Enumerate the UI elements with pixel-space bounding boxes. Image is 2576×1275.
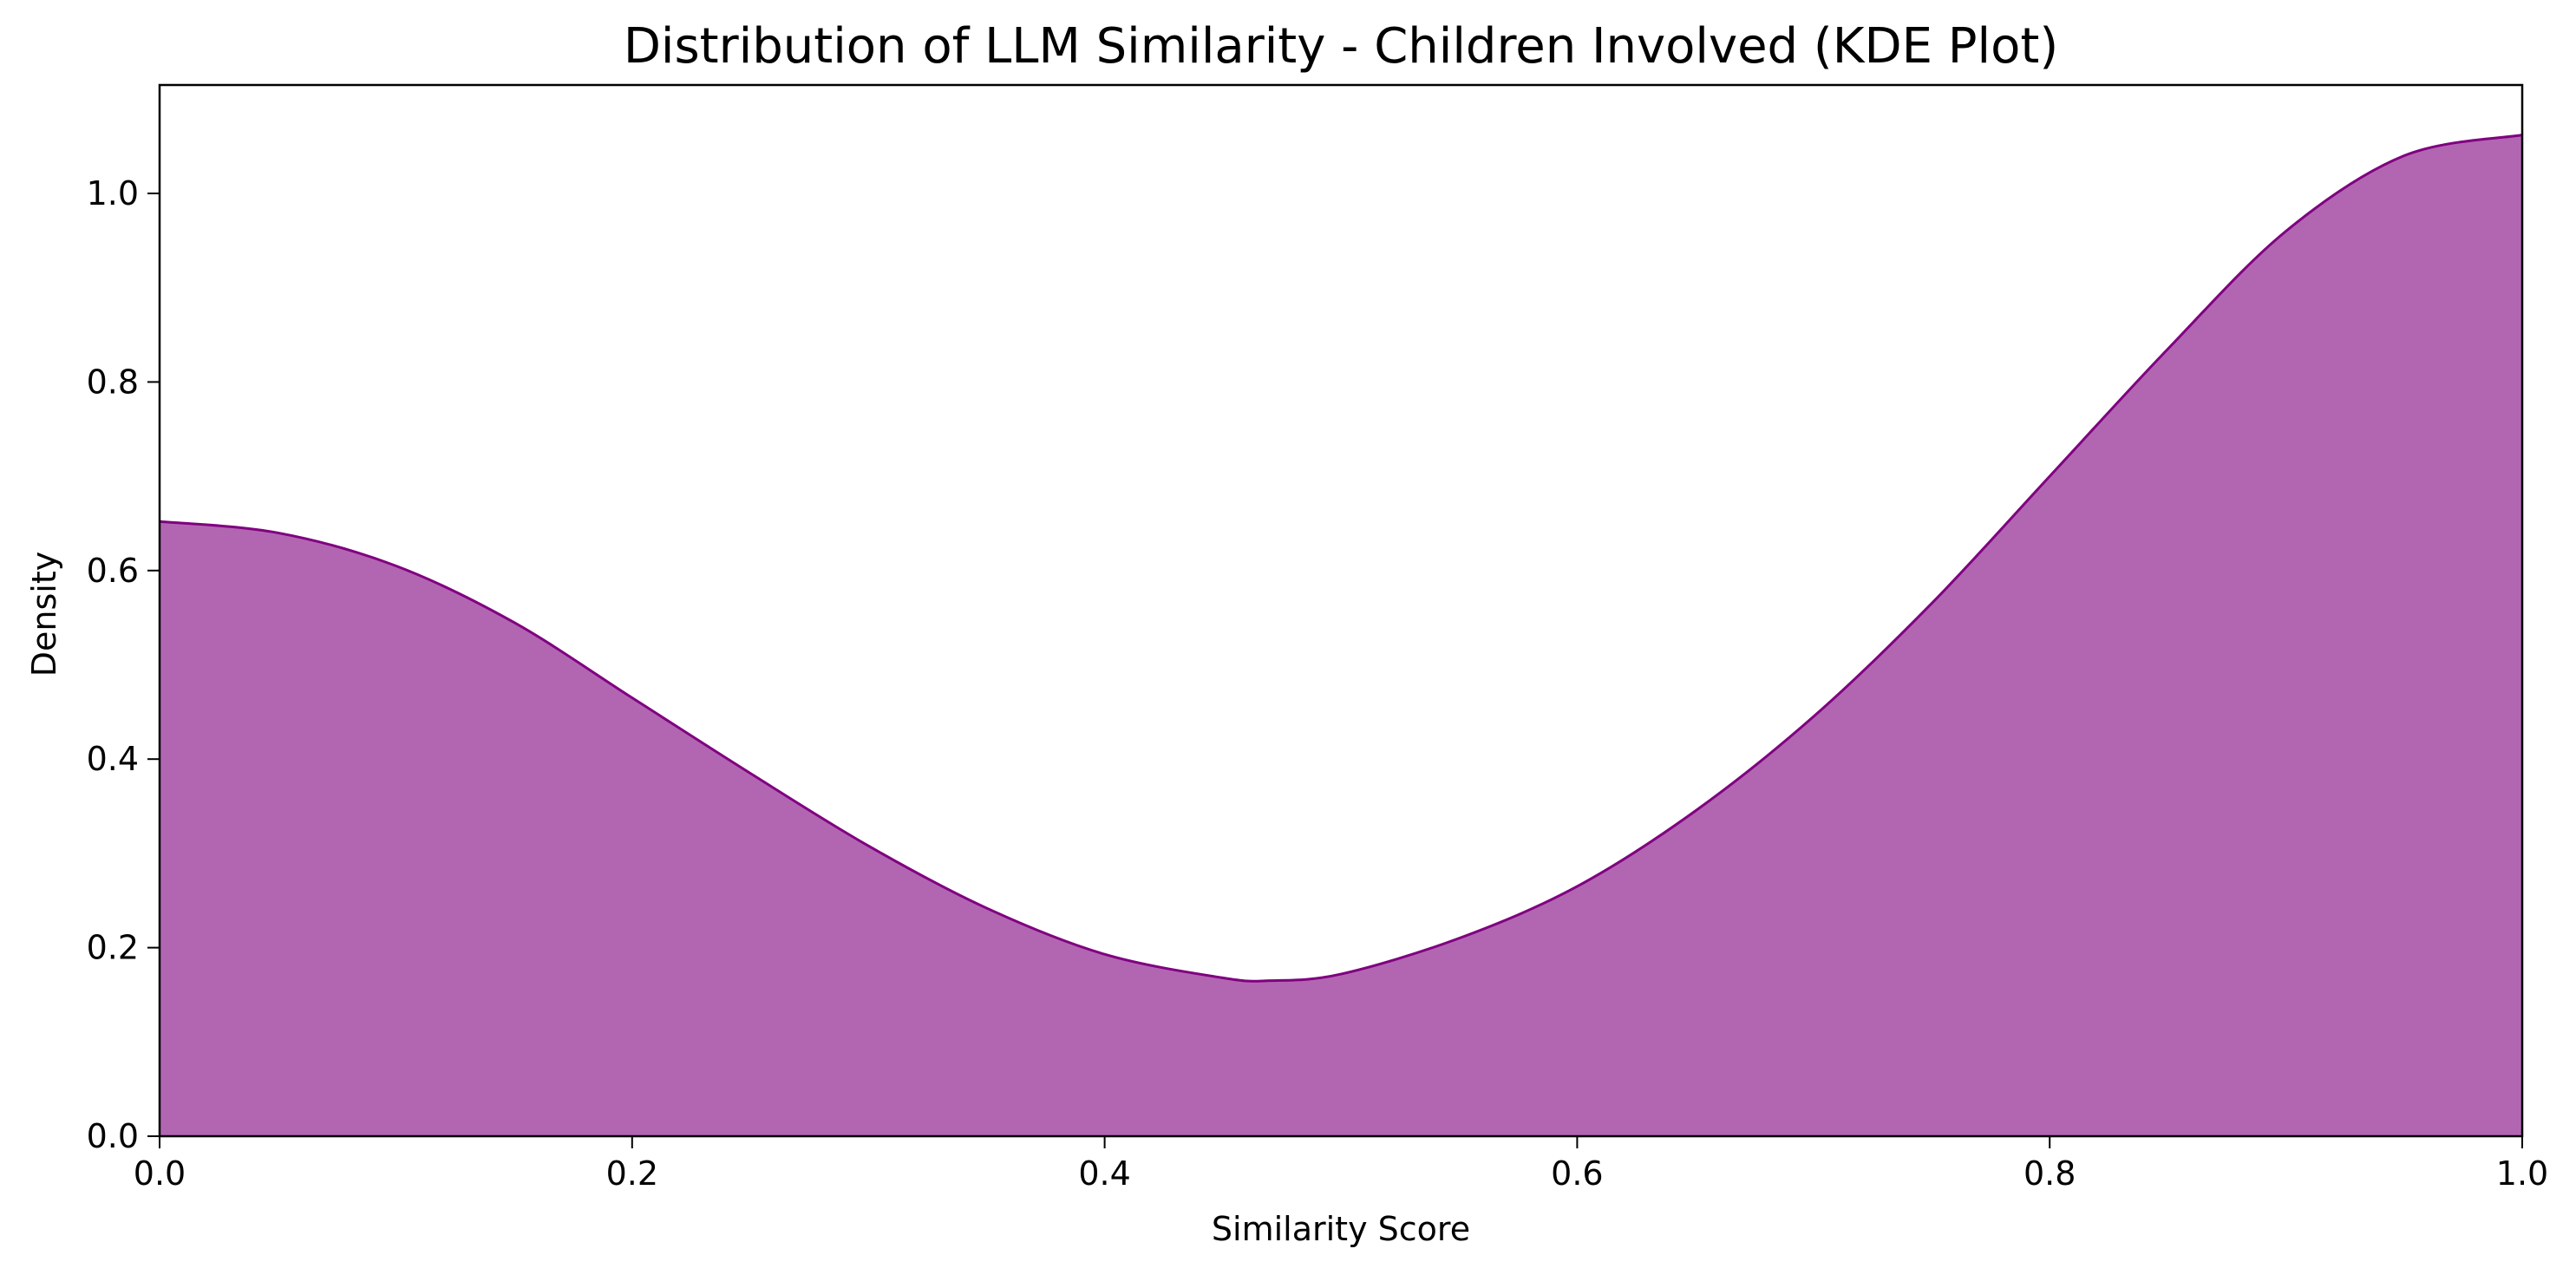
x-axis-label: Similarity Score bbox=[1212, 1210, 1470, 1248]
y-tick-label: 0.6 bbox=[87, 552, 139, 590]
chart-title: Distribution of LLM Similarity - Childre… bbox=[624, 18, 2058, 75]
plot-area bbox=[159, 134, 2523, 1137]
x-tick-label: 0.2 bbox=[606, 1154, 658, 1193]
kde-area-fill bbox=[160, 134, 2522, 1137]
x-tick-label: 1.0 bbox=[2496, 1154, 2548, 1193]
y-axis-label: Density bbox=[25, 552, 63, 677]
x-tick-label: 0.8 bbox=[2024, 1154, 2076, 1193]
plot-frame bbox=[158, 83, 2524, 1138]
y-tick-label: 0.2 bbox=[87, 929, 139, 967]
x-axis-ticks: 0.0 0.2 0.4 0.6 0.8 1.0 bbox=[134, 1136, 2548, 1193]
y-axis-ticks: 0.0 0.2 0.4 0.6 0.8 1.0 bbox=[87, 174, 160, 1155]
x-tick-label: 0.0 bbox=[134, 1154, 186, 1193]
y-tick-label: 1.0 bbox=[87, 174, 139, 212]
kde-curve-line bbox=[159, 134, 2523, 983]
y-tick-label: 0.0 bbox=[87, 1117, 139, 1155]
x-tick-label: 0.4 bbox=[1078, 1154, 1130, 1193]
y-tick-label: 0.8 bbox=[87, 363, 139, 401]
y-tick-label: 0.4 bbox=[87, 740, 139, 778]
x-tick-label: 0.6 bbox=[1551, 1154, 1603, 1193]
